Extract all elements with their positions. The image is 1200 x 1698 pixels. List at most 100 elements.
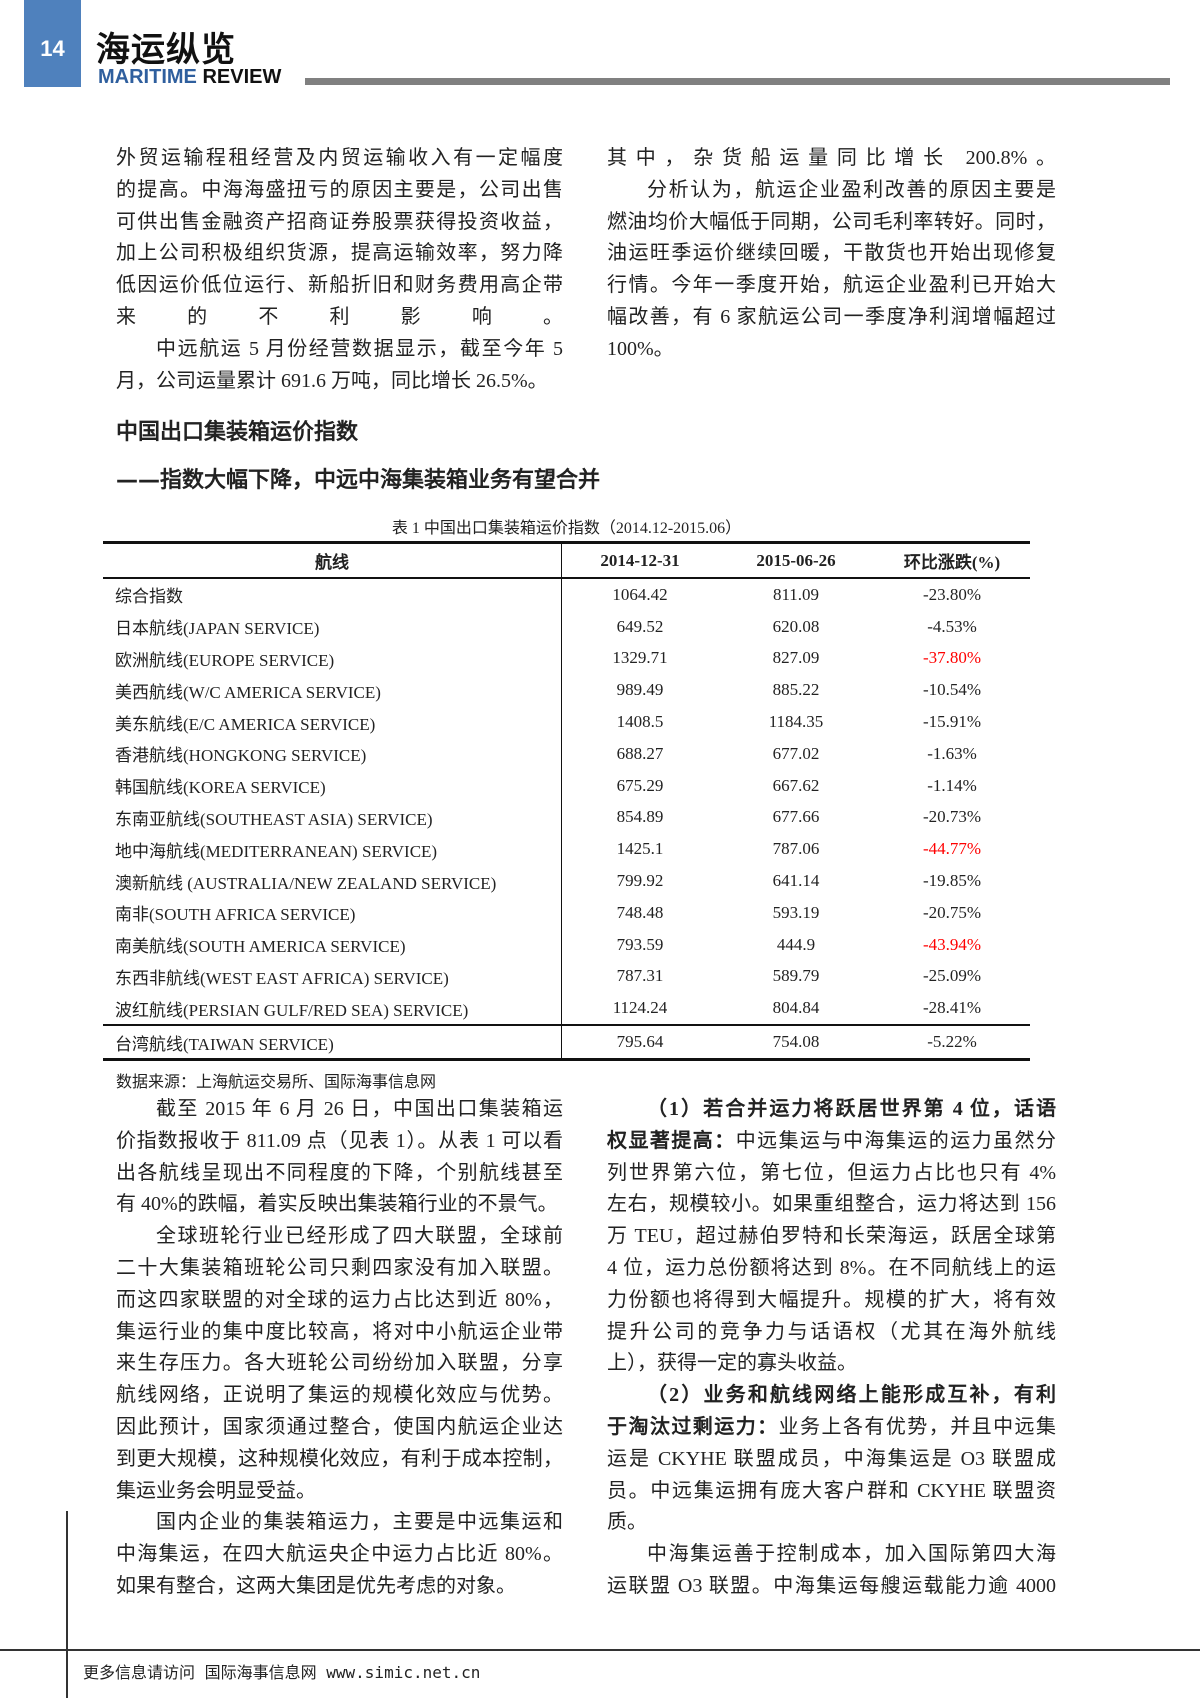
- text-line: 提升公司的竞争力与话语权（尤其在海外航线: [607, 1320, 1056, 1343]
- text-line: 列世界第六位，第七位，但运力占比也只有 4%: [607, 1161, 1056, 1184]
- value-2014-cell: 989.49: [616, 680, 664, 700]
- footer-rule: [0, 1649, 1200, 1651]
- change-cell: -25.09%: [922, 966, 982, 986]
- value-2015-cell: 1184.35: [768, 712, 824, 732]
- value-2015-cell: 667.62: [772, 775, 820, 795]
- change-cell: -28.41%: [922, 998, 982, 1018]
- route-cell: 综合指数: [103, 579, 562, 611]
- value-2014-cell: 688.27: [616, 743, 664, 763]
- text-line: 分析认为，航运企业盈利改善的原因主要是: [647, 178, 1056, 201]
- value-2015-cell: 677.02: [772, 743, 820, 763]
- value-2015-cell: 589.79: [772, 966, 820, 986]
- text-line: 价指数报收于 811.09 点（见表 1）。从表 1 可以看: [116, 1129, 563, 1152]
- value-2014-cell: 675.29: [616, 775, 664, 795]
- value-2014-cell: 1064.42: [612, 584, 668, 604]
- value-2015-cell: 593.19: [772, 902, 820, 922]
- section-title: 中国出口集装箱运价指数: [116, 420, 359, 445]
- line-text: 业务上各有优势，并且中远集: [778, 1415, 1057, 1438]
- route-cell: 南美航线(SOUTH AMERICA SERVICE): [103, 928, 562, 961]
- text-line: 万 TEU，超过赫伯罗特和长荣海运，跃居全球第: [607, 1225, 1056, 1248]
- value-2014-cell: 1425.1: [616, 839, 664, 859]
- bold-lead: （1）若合并运力将跃居世界第 4 位，话语: [647, 1098, 1056, 1120]
- header-route: 航线: [103, 544, 562, 577]
- table-row: 东西非航线(WEST EAST AFRICA) SERVICE) 787.31 58…: [103, 960, 1030, 993]
- route-cell: 地中海航线(MEDITERRANEAN) SERVICE): [103, 833, 562, 866]
- header-rule: [305, 78, 1170, 85]
- value-2015-cell: 787.06: [772, 839, 820, 859]
- route-cell: 台湾航线(TAIWAN SERVICE): [103, 1026, 562, 1058]
- header-change: 环比涨跌(%): [903, 553, 1001, 572]
- text-line: 运是 CKYHE 联盟成员，中海集运是 O3 联盟成: [607, 1447, 1056, 1470]
- bottom-left-column: 截至 2015 年 6 月 26 日，中国出口集装箱运 价指数报收于 811.09…: [116, 1094, 563, 1603]
- route-cell: 波红航线(PERSIAN GULF/RED SEA) SERVICE): [103, 992, 562, 1025]
- table-row: 南美航线(SOUTH AMERICA SERVICE) 793.59 444.9 -4…: [103, 928, 1030, 961]
- change-cell: -4.53%: [927, 616, 977, 636]
- text-line: 如果有整合，这两大集团是优先考虑的对象。: [116, 1574, 516, 1597]
- value-2014-cell: 793.59: [616, 934, 664, 954]
- change-cell: -15.91%: [922, 712, 982, 732]
- page-number: 14: [40, 36, 65, 61]
- text-line: 外贸运输程租经营及内贸运输收入有一定幅度: [116, 147, 563, 169]
- change-cell: -19.85%: [922, 871, 982, 891]
- text-line: 国内企业的集装箱运力，主要是中远集运和: [156, 1511, 563, 1534]
- text-line: 油运旺季运价继续回暖，干散货也开始出现修复: [607, 242, 1056, 265]
- text-line: 上），获得一定的寡头收益。: [607, 1352, 857, 1375]
- bold-lead: （2）业务和航线网络上能形成互补，有利: [647, 1384, 1056, 1407]
- text-line: 可供出售金融资产招商证券股票获得投资收益，: [116, 210, 563, 233]
- text-line: 力份额也将得到大幅提升。规模的扩大，将有效: [607, 1288, 1056, 1311]
- margin-rule: [66, 1511, 68, 1698]
- table-header-row: 航线 2014-12-31 2015-06-26 环比涨跌(%): [103, 544, 1030, 579]
- text-line: 全球班轮行业已经形成了四大联盟，全球前: [156, 1225, 563, 1248]
- value-2014-cell: 1329.71: [612, 648, 668, 668]
- footer-text: 更多信息请访问 国际海事信息网 www.simic.net.cn: [83, 1663, 481, 1682]
- change-cell: -20.75%: [922, 902, 982, 922]
- section-subtitle: ——指数大幅下降，中远中海集装箱业务有望合并: [116, 468, 601, 493]
- text-line: 加上公司积极组织货源，提高运输效率，努力降: [116, 242, 563, 265]
- top-right-column: 其中，杂货船运量同比增长 200.8%。 分析认为，航运企业盈利改善的原因主要是燃…: [607, 143, 1056, 366]
- value-2015-cell: 444.9: [776, 934, 816, 954]
- page-number-box: 14: [24, 0, 81, 87]
- value-2015-cell: 885.22: [772, 680, 820, 700]
- value-2014-cell: 1124.24: [612, 998, 668, 1018]
- value-2015-cell: 677.66: [772, 807, 820, 827]
- text-line: 运联盟 O3 联盟。中海集运每艘运载能力逾 4000: [607, 1574, 1056, 1597]
- header-2014: 2014-12-31: [600, 550, 680, 570]
- text-line: 月，公司运量累计 691.6 万吨，同比增长 26.5%。: [116, 369, 548, 392]
- value-2014-cell: 649.52: [616, 616, 664, 636]
- value-2014-cell: 748.48: [616, 902, 664, 922]
- route-cell: 东南亚航线(SOUTHEAST ASIA) SERVICE): [103, 801, 562, 834]
- bottom-right-column: （1）若合并运力将跃居世界第 4 位，话语 权显著提高：中远集运与中海集运的运力虽…: [607, 1094, 1056, 1603]
- text-line: （1）若合并运力将跃居世界第 4 位，话语: [607, 1094, 1056, 1126]
- value-2014-cell: 1408.5: [616, 712, 664, 732]
- text-line: 到更大规模，这种规模化效应，有利于成本控制，: [116, 1447, 563, 1470]
- value-2014-cell: 854.89: [616, 807, 664, 827]
- text-line: 于淘汰过剩运力：业务上各有优势，并且中远集: [607, 1412, 1056, 1444]
- table-row: 东南亚航线(SOUTHEAST ASIA) SERVICE) 854.89 677.…: [103, 801, 1030, 834]
- top-left-column: 外贸运输程租经营及内贸运输收入有一定幅度 的提高。中海海盛扭亏的原因主要是，公司出…: [116, 143, 563, 397]
- table-row: 美西航线(W/C AMERICA SERVICE) 989.49 885.22 -10…: [103, 674, 1030, 707]
- text-line: 100%。: [607, 337, 674, 360]
- table-row: 香港航线(HONGKONG SERVICE) 688.27 677.02 -1.63%: [103, 737, 1030, 770]
- route-cell: 韩国航线(KOREA SERVICE): [103, 769, 562, 802]
- text-line: 质。: [607, 1511, 647, 1534]
- table-row: 美东航线(E/C AMERICA SERVICE) 1408.5 1184.35 -1…: [103, 706, 1030, 738]
- value-2015-cell: 811.09: [772, 584, 820, 604]
- line-text: 中远集运与中海集运的运力虽然分: [735, 1129, 1057, 1152]
- text-line: 集运业务会明显受益。: [116, 1479, 316, 1502]
- route-cell: 欧洲航线(EUROPE SERVICE): [103, 642, 562, 675]
- value-2015-cell: 754.08: [772, 1032, 820, 1052]
- text-line: 行情。今年一季度开始，航运企业盈利已开始大: [607, 274, 1056, 297]
- text-line: 而这四家联盟的对全球的运力占比达到近 80%，: [116, 1288, 563, 1311]
- table-row: 欧洲航线(EUROPE SERVICE) 1329.71 827.09 -37.80%: [103, 642, 1030, 675]
- route-cell: 东西非航线(WEST EAST AFRICA) SERVICE): [103, 960, 562, 993]
- change-cell: -10.54%: [922, 680, 982, 700]
- text-line: 中远航运 5 月份经营数据显示，截至今年 5: [156, 337, 563, 360]
- route-cell: 香港航线(HONGKONG SERVICE): [103, 737, 562, 770]
- text-line: 来的不利影响。: [116, 305, 563, 328]
- change-cell: -5.22%: [927, 1032, 977, 1052]
- text-line: 员。中远集运拥有庞大客户群和 CKYHE 联盟资: [607, 1479, 1056, 1502]
- table-row: 波红航线(PERSIAN GULF/RED SEA) SERVICE) 1124.…: [103, 992, 1030, 1025]
- value-2015-cell: 827.09: [772, 648, 820, 668]
- value-2015-cell: 804.84: [772, 998, 820, 1018]
- table-row: 澳新航线 (AUSTRALIA/NEW ZEALAND SERVICE) 799.…: [103, 865, 1030, 897]
